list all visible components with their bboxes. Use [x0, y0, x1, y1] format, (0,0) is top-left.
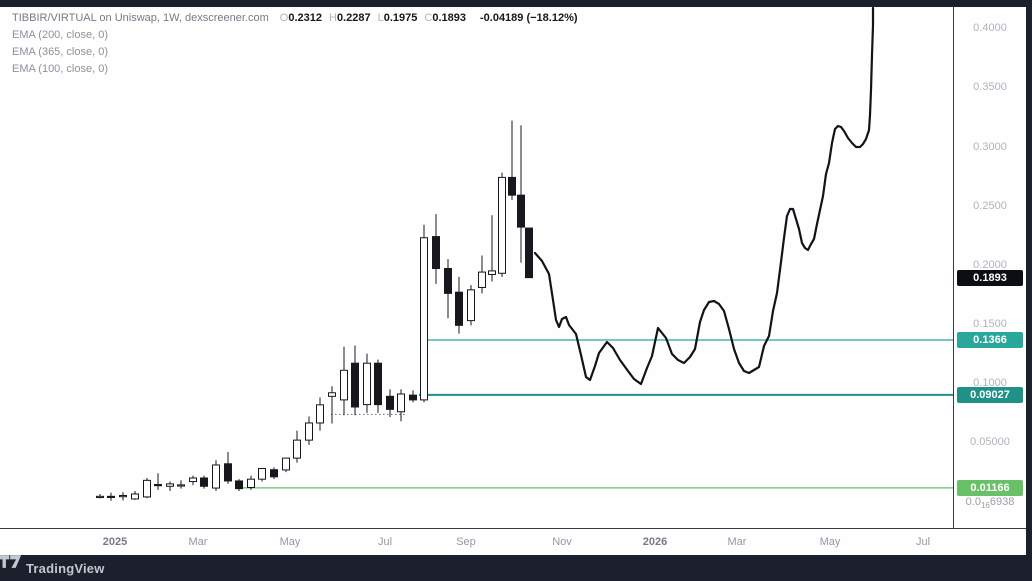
- candle-body: [189, 477, 197, 483]
- candle-body: [131, 493, 139, 500]
- price-tick-label: 0.2000: [973, 258, 1007, 271]
- level-price-label: 0.01166: [957, 479, 1023, 496]
- candle-body: [305, 422, 313, 441]
- ohlc-pair: O0.2312: [279, 12, 322, 24]
- time-tick-label: 2025: [102, 536, 128, 548]
- time-tick-label: Jul: [915, 536, 931, 548]
- time-tick-label: 2026: [642, 536, 668, 548]
- time-tick-label: Jul: [377, 536, 393, 548]
- candle-body: [247, 478, 255, 488]
- indicator-legend-row[interactable]: EMA (200, close, 0): [12, 29, 108, 41]
- price-tick-label: 0.1000: [973, 377, 1007, 390]
- candle-body: [282, 457, 290, 471]
- ohlc-pair: L0.1975: [377, 12, 418, 24]
- candle-body: [525, 227, 533, 279]
- candle-body: [328, 392, 336, 397]
- candle-body: [363, 362, 371, 406]
- candle-body: [351, 362, 359, 408]
- candle-body: [432, 236, 440, 270]
- time-tick-label: May: [279, 536, 301, 548]
- candle-body: [96, 495, 104, 499]
- candle-body: [224, 463, 232, 482]
- level-lines: [237, 339, 953, 489]
- price-axis[interactable]: 0.4000 0.3500 0.3000 0.2500 0.2000 0.1500 0.10…: [953, 7, 1026, 528]
- indicator-legend-rows: EMA (200, close, 0) EMA (365, close, 0) EM…: [12, 29, 578, 75]
- price-tick-label: 0.3000: [973, 140, 1007, 153]
- indicator-legend-row[interactable]: EMA (365, close, 0): [12, 46, 108, 58]
- chart-legend: TIBBIR/VIRTUAL on Uniswap, 1W, dexscreen…: [12, 12, 578, 75]
- legend-symbol-row[interactable]: TIBBIR/VIRTUAL on Uniswap, 1W, dexscreen…: [12, 12, 578, 24]
- level-price-label: 0.1366: [957, 332, 1023, 348]
- time-tick-label: Mar: [727, 536, 747, 548]
- time-tick-label: Mar: [188, 536, 208, 548]
- time-tick-label: Sep: [456, 536, 476, 548]
- candle-body: [270, 469, 278, 478]
- time-axis[interactable]: 2025 Mar May Jul Sep Nov 2026 Mar May Jul: [0, 528, 1026, 555]
- time-tick-label: Nov: [552, 536, 572, 548]
- candle-body: [409, 394, 417, 401]
- ohlc-pair: C0.1893: [424, 12, 466, 24]
- candle-body: [455, 291, 463, 326]
- candle-body: [212, 464, 220, 489]
- price-tick-label: 0.05000: [970, 436, 1010, 449]
- level-price-label: 0.09027: [957, 386, 1023, 403]
- candle-body: [374, 362, 382, 406]
- price-tick-label: 0.1500: [973, 318, 1007, 331]
- candles-group: [96, 120, 533, 501]
- price-tick-label: 0.3500: [973, 81, 1007, 94]
- candle-body: [386, 395, 394, 410]
- candle-body: [420, 237, 428, 401]
- price-tick-label: 0.2500: [973, 199, 1007, 212]
- candle-body: [293, 439, 301, 459]
- window-right-bar: [1026, 0, 1032, 581]
- candle-body: [177, 484, 185, 487]
- candle-body: [467, 289, 475, 322]
- last-price-label: 0.1893: [957, 269, 1023, 286]
- price-tick-label: 0.4000: [973, 22, 1007, 35]
- projection-curve: [533, 7, 875, 386]
- candle-body: [154, 484, 162, 487]
- candle-body: [166, 483, 174, 487]
- candle-body: [119, 495, 127, 498]
- candle-body: [258, 468, 266, 480]
- time-tick-label: May: [819, 536, 841, 548]
- symbol-title: TIBBIR/VIRTUAL on Uniswap, 1W, dexscreen…: [12, 12, 269, 24]
- candle-body: [316, 404, 324, 424]
- indicator-legend-row[interactable]: EMA (100, close, 0): [12, 63, 108, 75]
- chart-canvas[interactable]: [0, 7, 953, 555]
- candle-body: [340, 369, 348, 401]
- candle-body: [517, 194, 525, 228]
- candle-body: [143, 479, 151, 498]
- ohlc-values: O0.2312 H0.2287 L0.1975 C0.1893: [280, 12, 473, 24]
- candle-body: [200, 477, 208, 487]
- candle-body: [444, 268, 452, 294]
- candle-body: [235, 480, 243, 490]
- window-top-bar: [0, 0, 1032, 7]
- candle-body: [498, 176, 506, 274]
- price-chart: [96, 7, 953, 501]
- indicator-axis-value: 0.0166938: [965, 496, 1015, 511]
- candle-body: [488, 270, 496, 275]
- candle-body: [397, 393, 405, 413]
- change-value: -0.04189 (−18.12%): [479, 12, 578, 24]
- footer-bar: TradingView: [0, 555, 1032, 581]
- candle-body: [478, 271, 486, 288]
- candle-body: [107, 495, 115, 499]
- ohlc-pair: H0.2287: [328, 12, 371, 24]
- candle-body: [508, 176, 516, 196]
- tradingview-wordmark[interactable]: TradingView: [26, 560, 105, 576]
